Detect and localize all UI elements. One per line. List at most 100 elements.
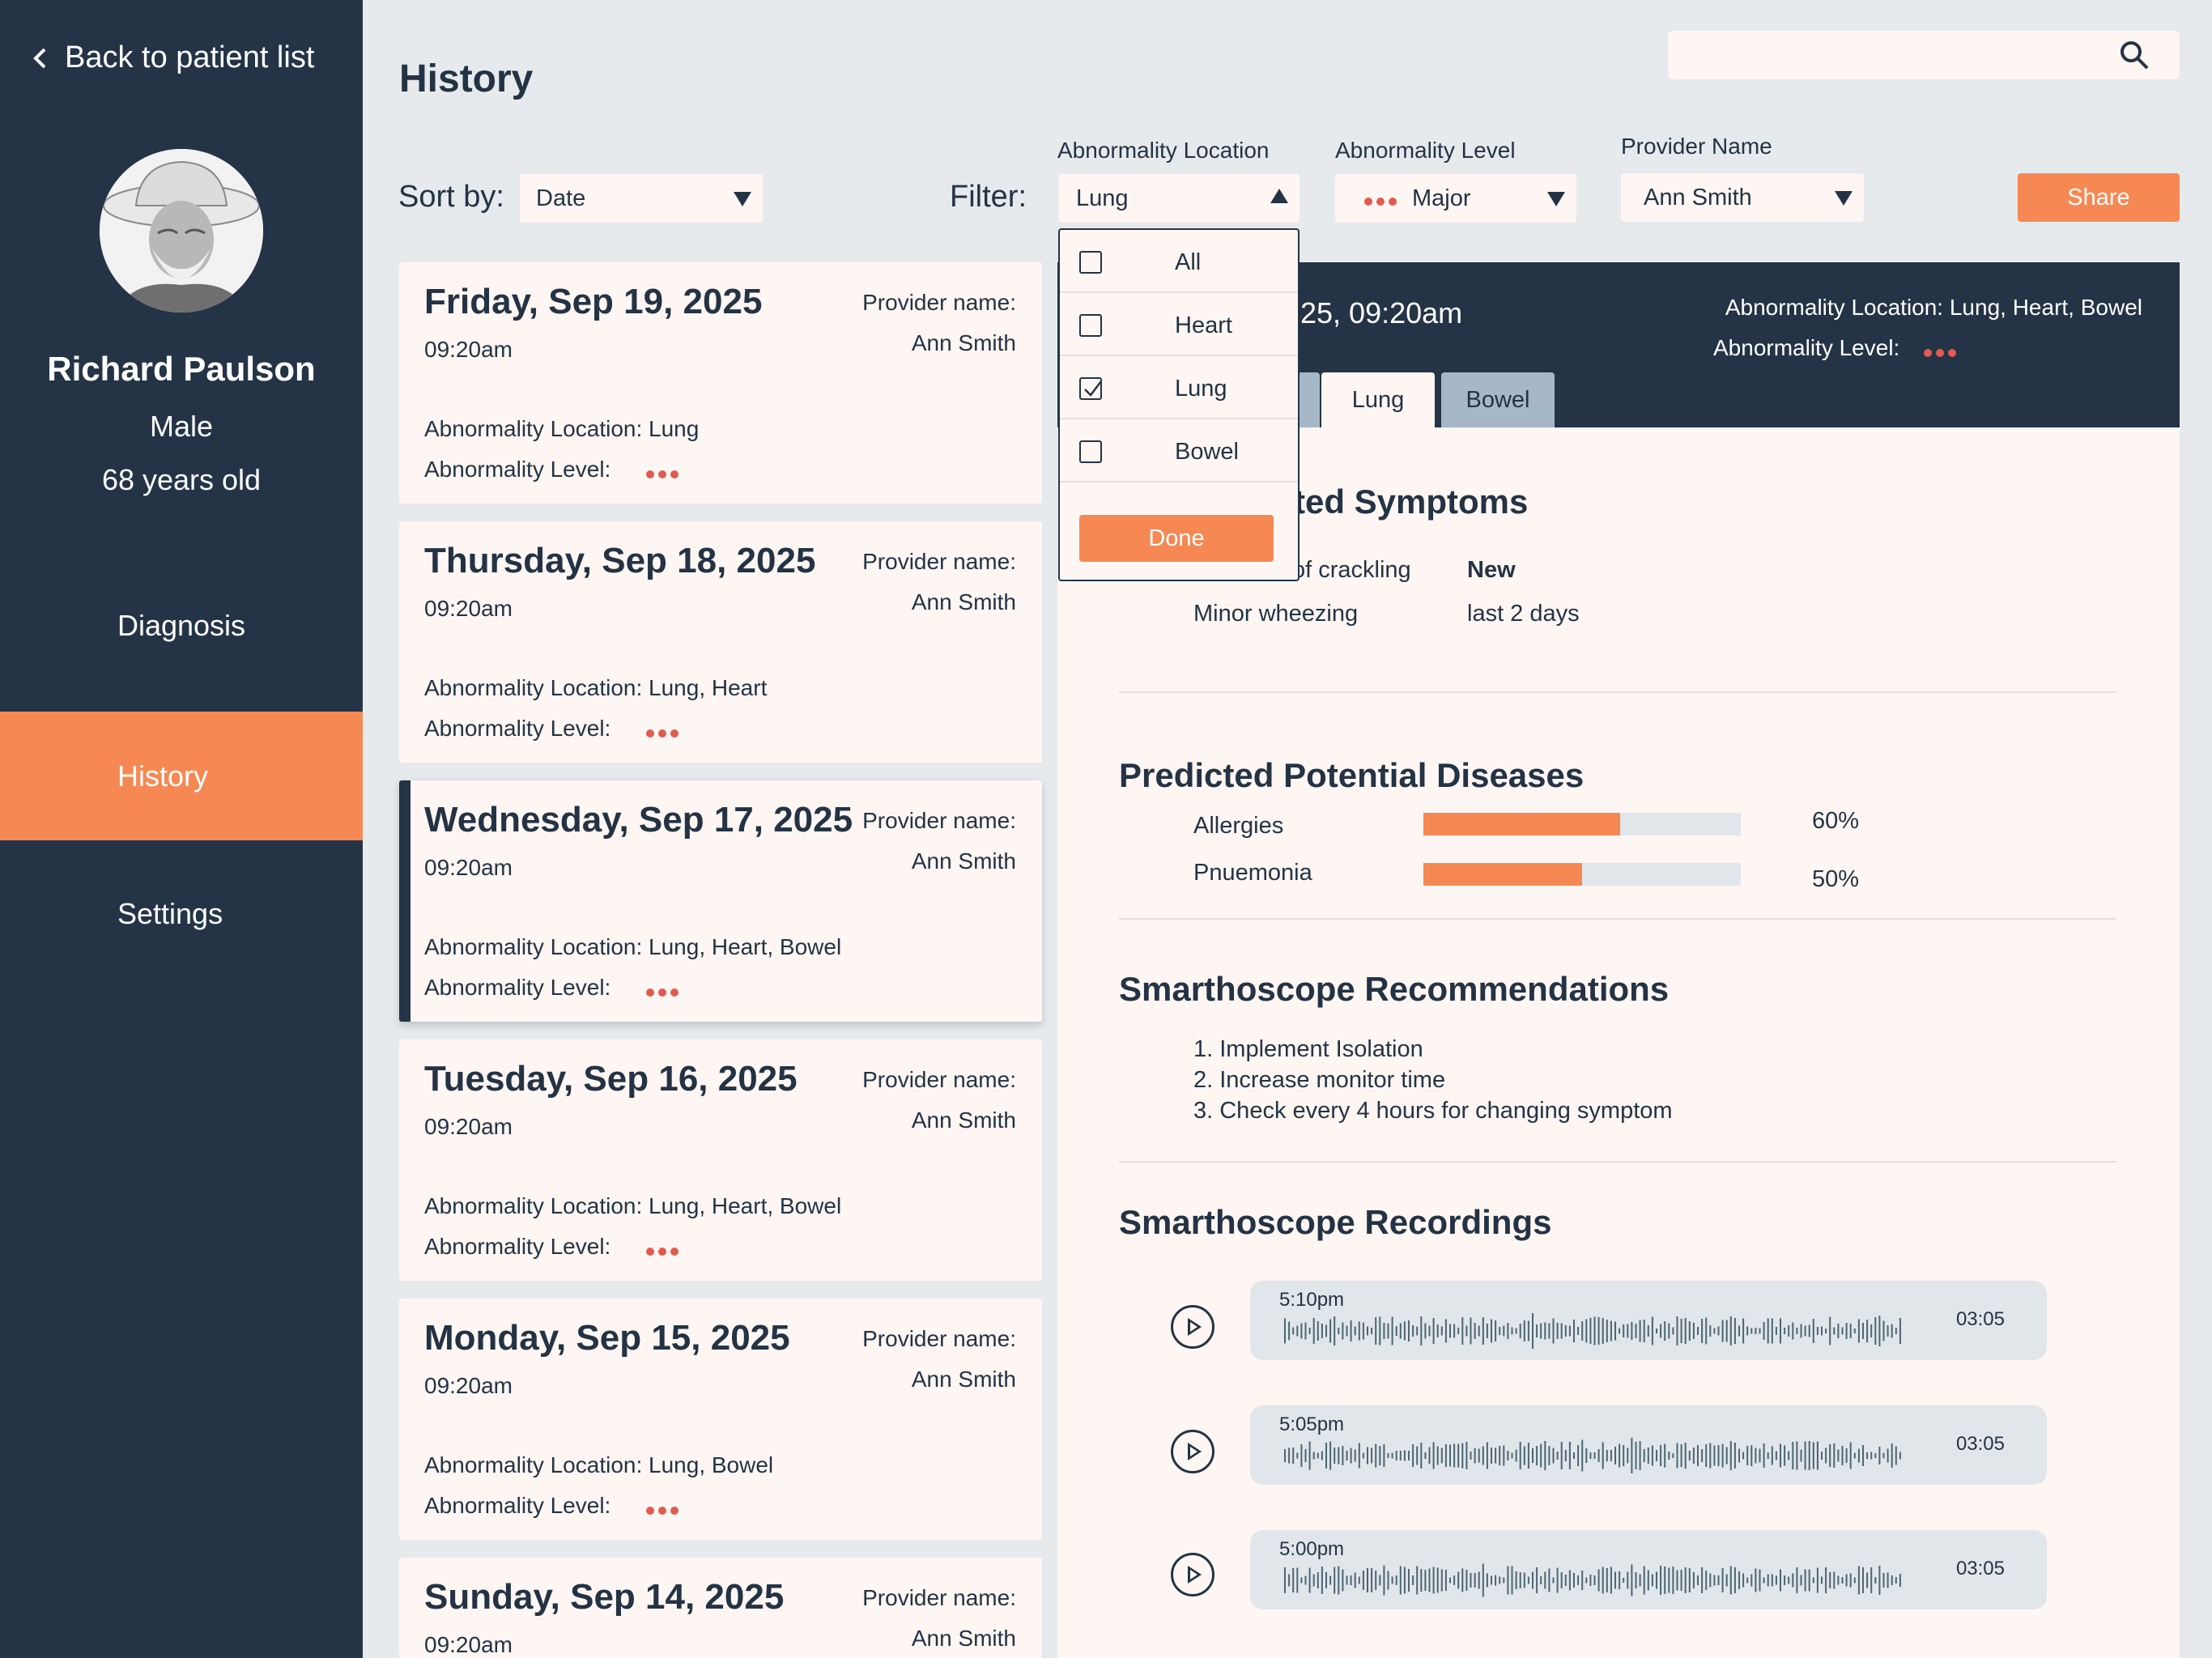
disease-percent: 60% (1812, 808, 1860, 834)
dropdown-option-lung[interactable]: Lung (1060, 356, 1298, 419)
history-record-card[interactable]: Monday, Sep 15, 2025 09:20am Provider na… (399, 1299, 1042, 1540)
checkbox[interactable] (1079, 440, 1102, 463)
option-label: Heart (1175, 312, 1232, 338)
sort-select[interactable]: Date (520, 174, 763, 223)
play-icon[interactable] (1171, 1430, 1214, 1473)
disease-name: Pnuemonia (1193, 860, 1312, 886)
recording-item[interactable]: 5:00pm 03:05 (1250, 1530, 2047, 1609)
level-dots-icon (646, 717, 683, 743)
search-icon[interactable] (2118, 39, 2150, 71)
checkbox-checked[interactable] (1079, 377, 1102, 400)
level-dots-icon (646, 976, 683, 1002)
symptom-name: of crackling (1292, 557, 1411, 583)
abn-location-label: Abnormality Location (1057, 138, 1270, 163)
abnormality-level-label: Abnormality Level: (424, 1234, 611, 1259)
detail-abnormality-level: Abnormality Level: (1713, 335, 1960, 363)
nav-settings-label: Settings (117, 897, 223, 930)
recommendations-title: Smarthoscope Recommendations (1119, 970, 1670, 1008)
checkbox[interactable] (1079, 251, 1102, 274)
detail-abnormality-location: Abnormality Location: Lung, Heart, Bowel (1725, 295, 2142, 320)
recording-item[interactable]: 5:10pm 03:05 (1250, 1281, 2047, 1360)
abnormality-level: Abnormality Level: (424, 975, 683, 1002)
recommendation-item: 1. Implement Isolation (1193, 1036, 1423, 1062)
provider-label: Provider Name (1621, 134, 1772, 159)
done-button[interactable]: Done (1079, 515, 1274, 562)
tab-bowel[interactable]: Bowel (1441, 372, 1555, 427)
record-time: 09:20am (424, 1632, 513, 1657)
play-icon[interactable] (1171, 1553, 1214, 1596)
divider (1119, 1161, 2116, 1163)
record-date: Thursday, Sep 18, 2025 (424, 541, 816, 580)
abnormality-level-label: Abnormality Level: (424, 716, 611, 741)
record-date: Wednesday, Sep 17, 2025 (424, 800, 853, 840)
back-to-patient-list-link[interactable]: Back to patient list (32, 40, 314, 75)
patient-age: 68 years old (101, 463, 262, 496)
abnormality-location: Abnormality Location: Lung, Bowel (424, 1452, 774, 1477)
disease-probability-fill (1423, 863, 1582, 886)
abnormality-location: Abnormality Location: Lung, Heart, Bowel (424, 1193, 842, 1218)
provider-name-label: Provider name: (862, 808, 1016, 833)
abn-level-select[interactable]: Major (1335, 174, 1576, 223)
abnormality-level: Abnormality Level: (424, 716, 683, 743)
option-label: Bowel (1175, 439, 1239, 465)
recording-duration: 03:05 (1955, 1433, 2005, 1455)
symptom-status: last 2 days (1467, 601, 1580, 627)
history-record-card[interactable]: Thursday, Sep 18, 2025 09:20am Provider … (399, 521, 1042, 763)
history-record-card[interactable]: Sunday, Sep 14, 2025 09:20am Provider na… (399, 1558, 1042, 1658)
provider-name-label: Provider name: (862, 290, 1016, 315)
record-date: Friday, Sep 19, 2025 (424, 282, 763, 321)
abn-level-value: Major (1412, 185, 1471, 211)
level-dots-icon (646, 458, 683, 484)
abnormality-level-label: Abnormality Level: (424, 457, 611, 482)
patient-name: Richard Paulson (47, 350, 316, 388)
detail-datetime: 25, 09:20am (1300, 296, 1463, 329)
nav-diagnosis-label: Diagnosis (117, 609, 246, 642)
tab-lung[interactable]: Lung (1321, 372, 1435, 427)
patient-gender: Male (149, 410, 214, 443)
option-label: Lung (1175, 376, 1227, 402)
abn-location-select[interactable]: Lung (1058, 174, 1300, 223)
sort-value: Date (536, 185, 586, 211)
record-time: 09:20am (424, 1114, 513, 1139)
dropdown-option-bowel[interactable]: Bowel (1060, 419, 1298, 483)
tab-lung-label: Lung (1351, 386, 1405, 413)
disease-name: Allergies (1193, 813, 1284, 839)
nav-settings[interactable]: Settings (0, 897, 363, 931)
record-time: 09:20am (424, 337, 513, 362)
provider-name-label: Provider name: (862, 1067, 1016, 1092)
provider-name-label: Provider name: (862, 549, 1016, 574)
level-dots-icon (1924, 337, 1960, 363)
symptom-name: Minor wheezing (1193, 601, 1359, 627)
nav-history-label: History (117, 759, 209, 793)
history-record-card[interactable]: Friday, Sep 19, 2025 09:20am Provider na… (399, 262, 1042, 504)
nav-diagnosis[interactable]: Diagnosis (0, 609, 363, 643)
dropdown-option-heart[interactable]: Heart (1060, 293, 1298, 356)
provider-select[interactable]: Ann Smith (1621, 173, 1864, 222)
recording-duration: 03:05 (1955, 1308, 2005, 1330)
provider-name: Ann Smith (911, 330, 1016, 355)
caret-down-icon (1547, 192, 1565, 206)
checkbox[interactable] (1079, 314, 1102, 337)
record-date: Sunday, Sep 14, 2025 (424, 1577, 785, 1617)
history-record-card-selected[interactable]: Wednesday, Sep 17, 2025 09:20am Provider… (399, 780, 1042, 1022)
play-icon[interactable] (1171, 1305, 1214, 1349)
search-input[interactable] (1668, 31, 2180, 79)
record-date: Monday, Sep 15, 2025 (424, 1318, 790, 1358)
dropdown-option-all[interactable]: All (1060, 230, 1298, 293)
provider-name-label: Provider name: (862, 1326, 1016, 1351)
share-label: Share (2067, 184, 2130, 210)
history-record-card[interactable]: Tuesday, Sep 16, 2025 09:20am Provider n… (399, 1039, 1042, 1281)
share-button[interactable]: Share (2018, 173, 2180, 222)
recording-item[interactable]: 5:05pm 03:05 (1250, 1405, 2047, 1485)
level-dots-icon (646, 1235, 683, 1261)
caret-down-icon (734, 192, 751, 206)
provider-name: Ann Smith (911, 848, 1016, 874)
record-time: 09:20am (424, 1373, 513, 1398)
provider-name-label: Provider name: (862, 1585, 1016, 1610)
abn-location-value: Lung (1076, 185, 1129, 211)
abnormality-level-label: Abnormality Level: (424, 1493, 611, 1518)
disease-percent: 50% (1812, 866, 1860, 892)
nav-history[interactable]: History (0, 712, 363, 840)
patient-avatar (100, 149, 263, 312)
recommendation-item: 2. Increase monitor time (1193, 1067, 1446, 1093)
